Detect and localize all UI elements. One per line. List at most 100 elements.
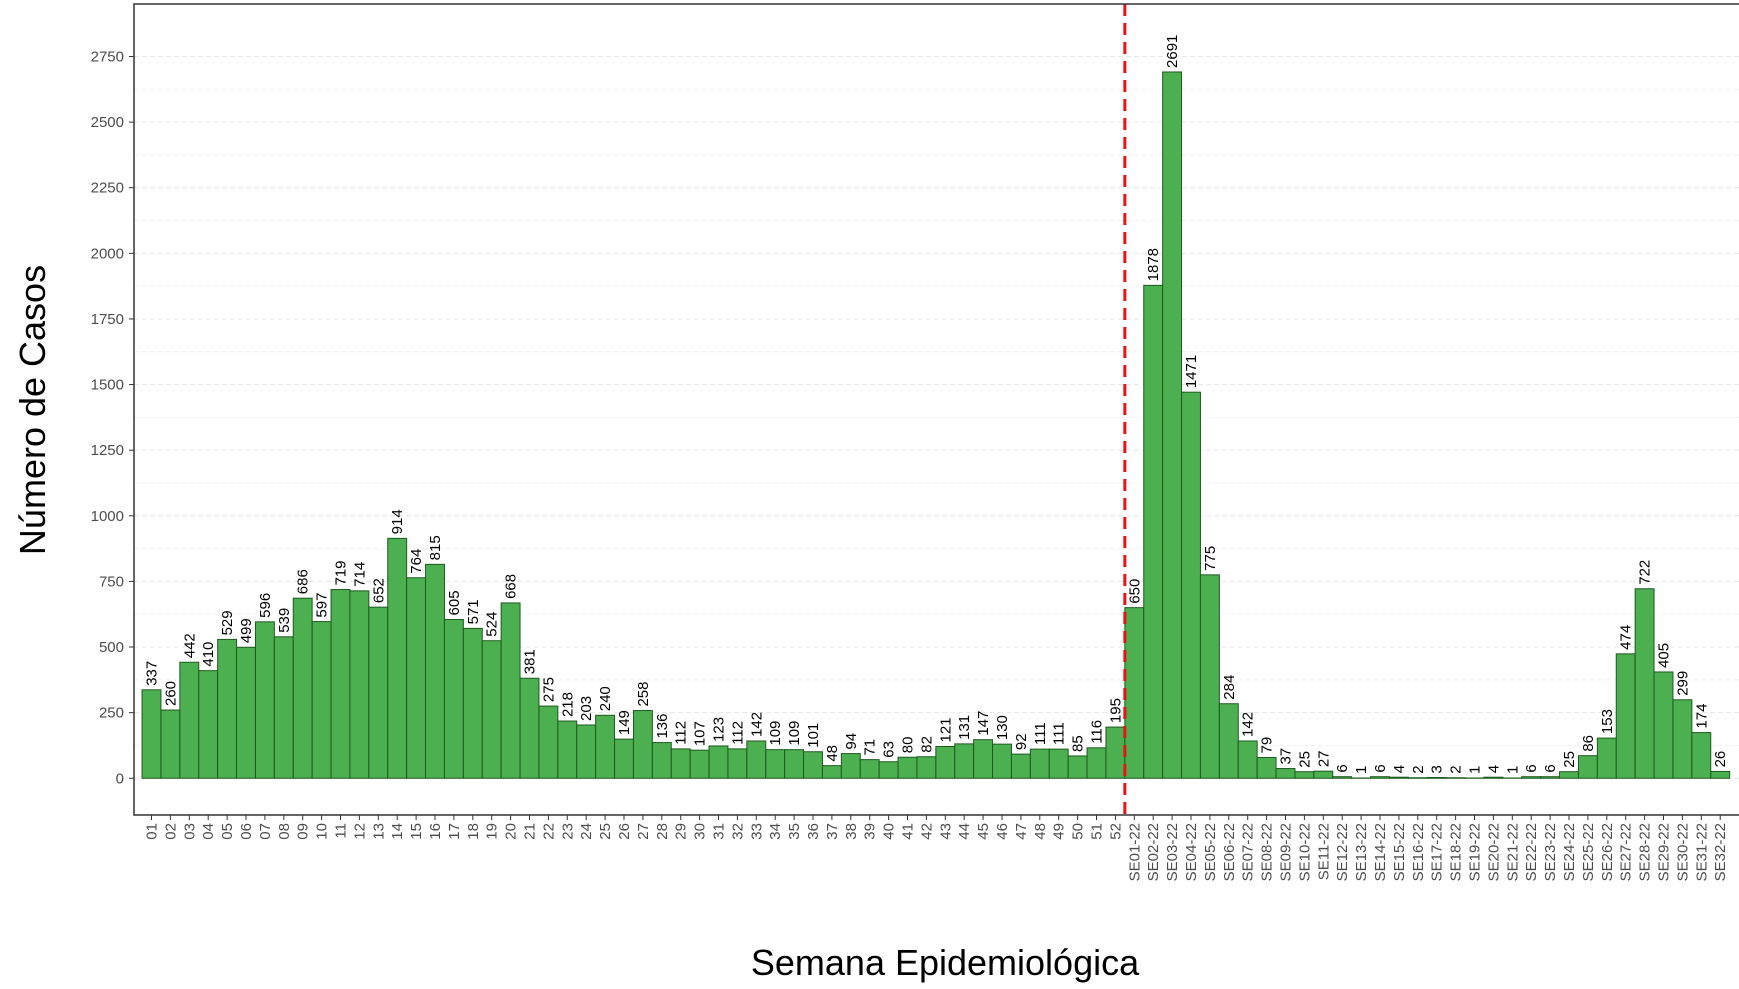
x-tick-label: 25	[597, 823, 614, 840]
value-label: 112	[673, 721, 690, 745]
bar	[425, 563, 445, 779]
bar	[1691, 732, 1712, 779]
value-label: 86	[1580, 735, 1597, 752]
bar	[1199, 574, 1220, 779]
y-tick-label: 250	[99, 705, 124, 722]
value-label: 260	[162, 681, 179, 706]
value-label: 25	[1561, 751, 1578, 768]
x-tick-label: 49	[1051, 823, 1068, 840]
value-label: 668	[503, 574, 520, 599]
x-tick-label: 01	[144, 823, 161, 840]
bar	[141, 689, 162, 779]
bar	[1124, 607, 1145, 779]
x-tick-label: 43	[937, 823, 954, 840]
bar	[878, 761, 899, 779]
x-tick-label: 39	[862, 823, 879, 840]
x-tick-label: 35	[786, 823, 803, 840]
value-label: 6	[1372, 764, 1389, 772]
x-tick-label: 03	[181, 823, 198, 840]
value-label: 142	[748, 712, 765, 737]
bar	[160, 709, 181, 779]
panel-border	[133, 3, 1739, 816]
value-label: 153	[1599, 709, 1616, 734]
value-label: 37	[1278, 748, 1295, 765]
bar	[1086, 747, 1107, 779]
bar	[387, 537, 408, 779]
value-label: 195	[1107, 698, 1124, 723]
x-tick-label: 31	[711, 823, 728, 840]
bar	[670, 748, 691, 779]
bar	[1048, 748, 1069, 779]
x-tick-label: SE15-22	[1391, 823, 1408, 881]
bar	[1029, 748, 1050, 779]
x-tick-label: SE30-22	[1674, 823, 1691, 881]
bar	[614, 738, 634, 779]
value-label: 94	[843, 733, 860, 750]
bar	[1672, 699, 1693, 779]
bar	[368, 606, 389, 779]
x-tick-label: 13	[370, 823, 387, 840]
value-label: 63	[881, 741, 898, 758]
bar	[992, 743, 1012, 779]
x-tick-label: 34	[767, 823, 784, 840]
value-label: 92	[1013, 733, 1030, 750]
x-tick-label: 10	[314, 823, 331, 840]
bar	[1577, 755, 1598, 779]
x-tick-label: SE19-22	[1467, 823, 1484, 881]
x-tick-label: SE11-22	[1315, 823, 1332, 880]
bar	[1256, 757, 1277, 779]
value-label: 4	[1391, 765, 1408, 773]
x-tick-label: SE06-22	[1221, 823, 1238, 881]
value-label: 107	[692, 721, 709, 746]
value-label: 605	[446, 590, 463, 615]
x-tick-label: SE24-22	[1561, 823, 1578, 881]
bar	[1218, 703, 1239, 779]
value-label: 131	[956, 715, 973, 740]
x-tick-label: 06	[238, 823, 255, 840]
value-label: 147	[975, 711, 992, 736]
value-label: 6	[1542, 764, 1559, 772]
value-label: 6	[1334, 764, 1351, 772]
x-tick-label: 09	[295, 823, 312, 840]
value-label: 275	[540, 677, 557, 702]
x-tick-label: SE27-22	[1618, 823, 1635, 881]
x-tick-label: 17	[446, 823, 463, 840]
value-label: 815	[427, 535, 444, 560]
x-tick-label: SE23-22	[1542, 823, 1559, 881]
value-label: 116	[1089, 720, 1106, 744]
value-label: 914	[389, 509, 406, 534]
value-label: 79	[1259, 737, 1276, 754]
bar	[916, 756, 937, 779]
value-label: 775	[1202, 546, 1219, 571]
bar	[708, 745, 729, 779]
x-tick-label: 44	[956, 823, 973, 840]
x-tick-label: 19	[484, 823, 501, 840]
value-label: 284	[1221, 675, 1238, 700]
value-label: 410	[200, 642, 217, 667]
bar	[1105, 726, 1126, 779]
value-label: 474	[1618, 625, 1635, 650]
x-tick-label: SE22-22	[1523, 823, 1540, 881]
x-tick-label: 29	[673, 823, 690, 840]
bar	[1407, 777, 1428, 779]
x-tick-label: 48	[1032, 823, 1049, 840]
x-tick-label: 18	[465, 823, 482, 840]
x-tick-label: 33	[748, 823, 765, 840]
value-label: 26	[1712, 751, 1729, 768]
x-tick-label: 24	[578, 823, 595, 840]
x-tick-label: SE31-22	[1693, 823, 1710, 881]
value-label: 1471	[1183, 355, 1200, 388]
x-tick-label: 14	[389, 823, 406, 840]
value-label: 3	[1429, 765, 1446, 773]
bar	[784, 749, 805, 779]
bar	[1294, 771, 1315, 779]
value-label: 719	[333, 561, 350, 586]
x-tick-label: 07	[257, 823, 274, 840]
value-label: 149	[616, 710, 633, 735]
bar	[576, 724, 597, 779]
bar	[1559, 771, 1579, 779]
bar	[954, 743, 975, 779]
value-label: 650	[1126, 579, 1143, 604]
bar	[840, 753, 861, 779]
